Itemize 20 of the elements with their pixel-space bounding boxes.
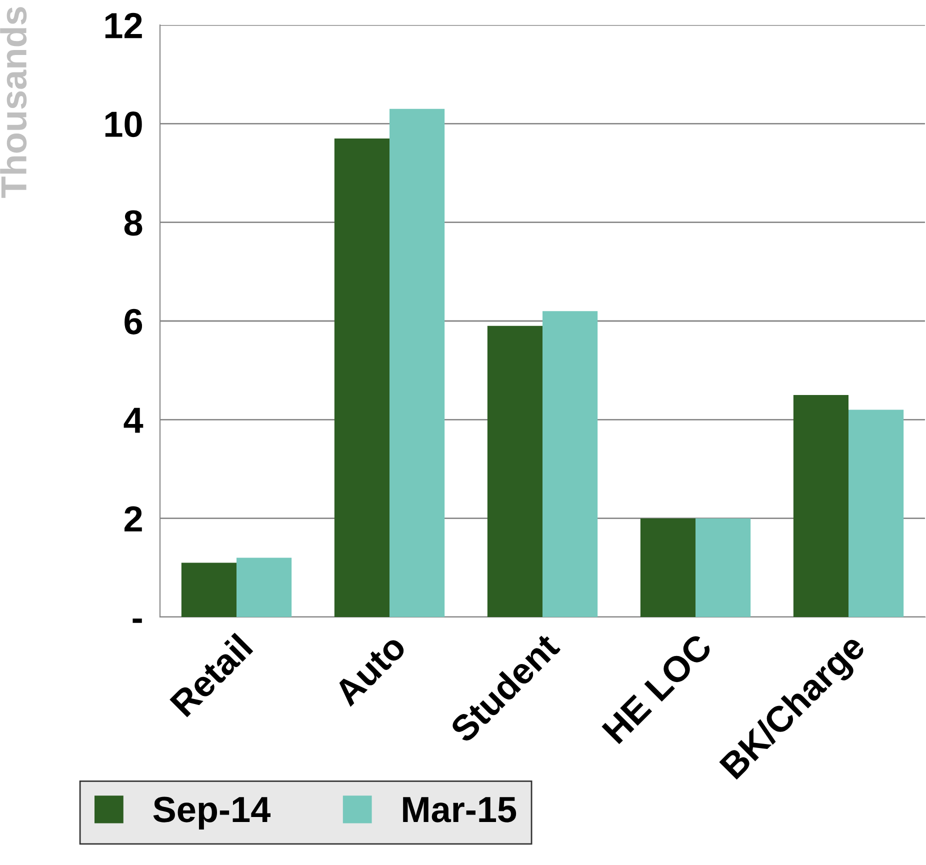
bar	[542, 311, 598, 617]
y-tick-label: 6	[124, 308, 142, 334]
y-tick-label: 4	[124, 408, 144, 433]
bar	[334, 138, 390, 617]
bar	[848, 410, 904, 617]
bar	[181, 562, 236, 617]
y-tick-label: -	[132, 618, 142, 623]
legend-label: Sep-14	[153, 796, 271, 830]
y-tick-label: 2	[124, 506, 142, 532]
bar	[696, 518, 751, 617]
bar	[793, 395, 848, 617]
y-tick-label: 10	[105, 112, 142, 138]
y-axis-title: Thousands	[0, 7, 27, 198]
bar	[236, 558, 292, 617]
legend-label: Mar-15	[403, 797, 516, 822]
y-tick-label: 8	[124, 210, 142, 236]
y-tick-label: 12	[105, 12, 142, 38]
bar	[390, 108, 445, 617]
bar	[487, 326, 542, 617]
bar	[640, 518, 696, 617]
